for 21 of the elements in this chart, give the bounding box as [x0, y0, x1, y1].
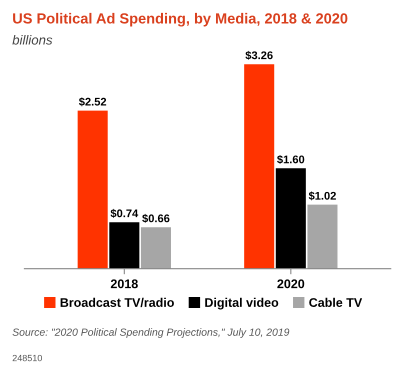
data-label: $1.02 [308, 191, 336, 200]
chart-title: US Political Ad Spending, by Media, 2018 & 2020 [13, 12, 348, 27]
data-label: $0.74 [110, 208, 138, 218]
bar [78, 110, 108, 269]
data-label: $1.60 [277, 154, 304, 164]
data-label: $0.66 [142, 214, 170, 223]
bar [276, 168, 306, 269]
x-tick-label: 2018 [110, 279, 138, 288]
bar [109, 222, 140, 269]
text: 248510 [12, 354, 42, 362]
bar [307, 204, 338, 269]
legend-label: Digital video [205, 298, 278, 310]
bar [140, 227, 171, 269]
x-tick-label: 2020 [277, 279, 304, 288]
source-note: Source: "2020 Political Spending Projections," July 10, 2019 [12, 328, 290, 338]
data-label: $3.26 [245, 50, 273, 60]
data-label: $2.52 [78, 97, 106, 106]
bar [244, 64, 274, 269]
chart-subtitle: billions [12, 34, 52, 45]
legend-label: Broadcast TV/radio [60, 298, 174, 308]
legend-label: Cable TV [309, 298, 362, 307]
